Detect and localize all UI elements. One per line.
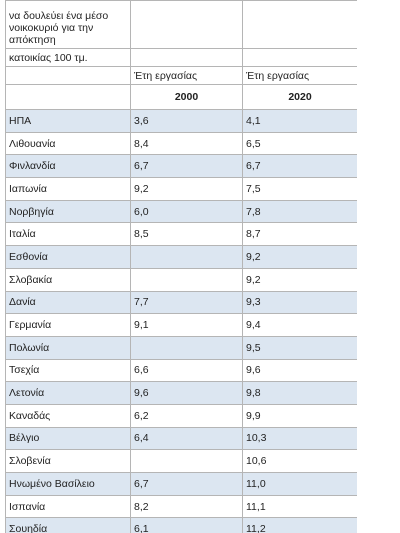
cell	[130, 335, 243, 360]
value-2020: 9,4	[242, 313, 357, 337]
data-row: Γερμανία 9,1 9,4	[5, 313, 357, 337]
value-2020: 9,2	[242, 245, 357, 269]
value-2020: 11,2	[242, 517, 357, 533]
country: Βέλγιο	[5, 426, 131, 451]
year-header: 2020	[242, 84, 357, 110]
value-2020: 11,1	[242, 494, 357, 519]
value-2000: 6,7	[130, 154, 243, 179]
data-row: Καναδάς 6,2 9,9	[5, 403, 357, 428]
column-header: Έτη εργασίας	[242, 66, 357, 85]
value-2020: 10,3	[242, 426, 357, 451]
data-row: Ιαπωνία 9,2 7,5	[5, 177, 357, 201]
data-row: Ιταλία 8,5 8,7	[5, 222, 357, 247]
cell	[242, 48, 357, 67]
value-2020: 9,9	[242, 403, 357, 428]
value-2000: 7,7	[130, 290, 243, 315]
cell	[130, 0, 243, 49]
data-row: Δανία 7,7 9,3	[5, 290, 357, 315]
value-2020: 4,1	[242, 109, 357, 133]
value-2000: 9,2	[130, 177, 243, 201]
intro-text: κατοικίας 100 τμ.	[5, 48, 131, 67]
value-2000: 8,2	[130, 494, 243, 519]
value-2020: 9,5	[242, 335, 357, 360]
table-container: να δουλεύει ένα μέσο νοικοκυριό για την …	[5, 0, 357, 533]
country: Τσεχία	[5, 358, 131, 383]
data-row: Εσθονία 9,2	[5, 245, 357, 269]
value-2000: 6,0	[130, 199, 243, 224]
value-2000: 3,6	[130, 109, 243, 133]
data-row: Σλοβακία 9,2	[5, 267, 357, 292]
cell	[130, 48, 243, 67]
cell	[130, 267, 243, 292]
table: να δουλεύει ένα μέσο νοικοκυριό για την …	[5, 0, 357, 533]
data-row: Λιθουανία 8,4 6,5	[5, 131, 357, 156]
value-2000: 6,4	[130, 426, 243, 451]
data-row: Βέλγιο 6,4 10,3	[5, 426, 357, 451]
value-2000: 8,5	[130, 222, 243, 247]
value-2000: 9,6	[130, 381, 243, 405]
value-2000: 6,7	[130, 472, 243, 496]
country: Σλοβενία	[5, 449, 131, 473]
value-2000: 8,4	[130, 131, 243, 156]
cell: να δουλεύει ένα μέσο νοικοκυριό για την …	[5, 0, 131, 49]
value-2020: 9,2	[242, 267, 357, 292]
country: Γερμανία	[5, 313, 131, 337]
value-2000: 6,1	[130, 517, 243, 533]
data-row: Φινλανδία 6,7 6,7	[5, 154, 357, 179]
value-2020: 10,6	[242, 449, 357, 473]
country: ΗΠΑ	[5, 109, 131, 133]
country: Φινλανδία	[5, 154, 131, 179]
year-row: 2000 2020	[5, 84, 357, 110]
cell	[130, 449, 243, 473]
country: Δανία	[5, 290, 131, 315]
country: Πολωνία	[5, 335, 131, 360]
data-row: Πολωνία 9,5	[5, 335, 357, 360]
value-2020: 6,5	[242, 131, 357, 156]
value-2000: 6,2	[130, 403, 243, 428]
value-2020: 9,8	[242, 381, 357, 405]
country: Σλοβακία	[5, 267, 131, 292]
value-2020: 9,3	[242, 290, 357, 315]
data-row: Ηνωμένο Βασίλειο 6,7 11,0	[5, 472, 357, 496]
value-2020: 7,5	[242, 177, 357, 201]
value-2000: 9,1	[130, 313, 243, 337]
country: Λετονία	[5, 381, 131, 405]
country: Σουηδία	[5, 517, 131, 533]
data-row: Τσεχία 6,6 9,6	[5, 358, 357, 383]
intro-row: να δουλεύει ένα μέσο νοικοκυριό για την …	[5, 0, 357, 49]
country: Ιαπωνία	[5, 177, 131, 201]
year-header: 2000	[130, 84, 243, 110]
cell	[5, 84, 131, 110]
value-2020: 9,6	[242, 358, 357, 383]
data-row: Ισπανία 8,2 11,1	[5, 494, 357, 519]
data-row: ΗΠΑ 3,6 4,1	[5, 109, 357, 133]
cell	[130, 245, 243, 269]
country: Λιθουανία	[5, 131, 131, 156]
data-row: Νορβηγία 6,0 7,8	[5, 199, 357, 224]
value-2020: 8,7	[242, 222, 357, 247]
column-header: Έτη εργασίας	[130, 66, 243, 85]
country: Ηνωμένο Βασίλειο	[5, 472, 131, 496]
cell	[5, 66, 131, 85]
country: Καναδάς	[5, 403, 131, 428]
data-row: Σλοβενία 10,6	[5, 449, 357, 473]
header-row: Έτη εργασίας Έτη εργασίας	[5, 66, 357, 85]
cell	[242, 0, 357, 49]
country: Νορβηγία	[5, 199, 131, 224]
value-2020: 6,7	[242, 154, 357, 179]
country: Εσθονία	[5, 245, 131, 269]
data-row: Λετονία 9,6 9,8	[5, 381, 357, 405]
intro-row: κατοικίας 100 τμ.	[5, 48, 357, 67]
value-2020: 11,0	[242, 472, 357, 496]
country: Ισπανία	[5, 494, 131, 519]
country: Ιταλία	[5, 222, 131, 247]
value-2000: 6,6	[130, 358, 243, 383]
value-2020: 7,8	[242, 199, 357, 224]
data-row: Σουηδία 6,1 11,2	[5, 517, 357, 533]
intro-text: να δουλεύει ένα μέσο νοικοκυριό για την …	[9, 10, 109, 46]
